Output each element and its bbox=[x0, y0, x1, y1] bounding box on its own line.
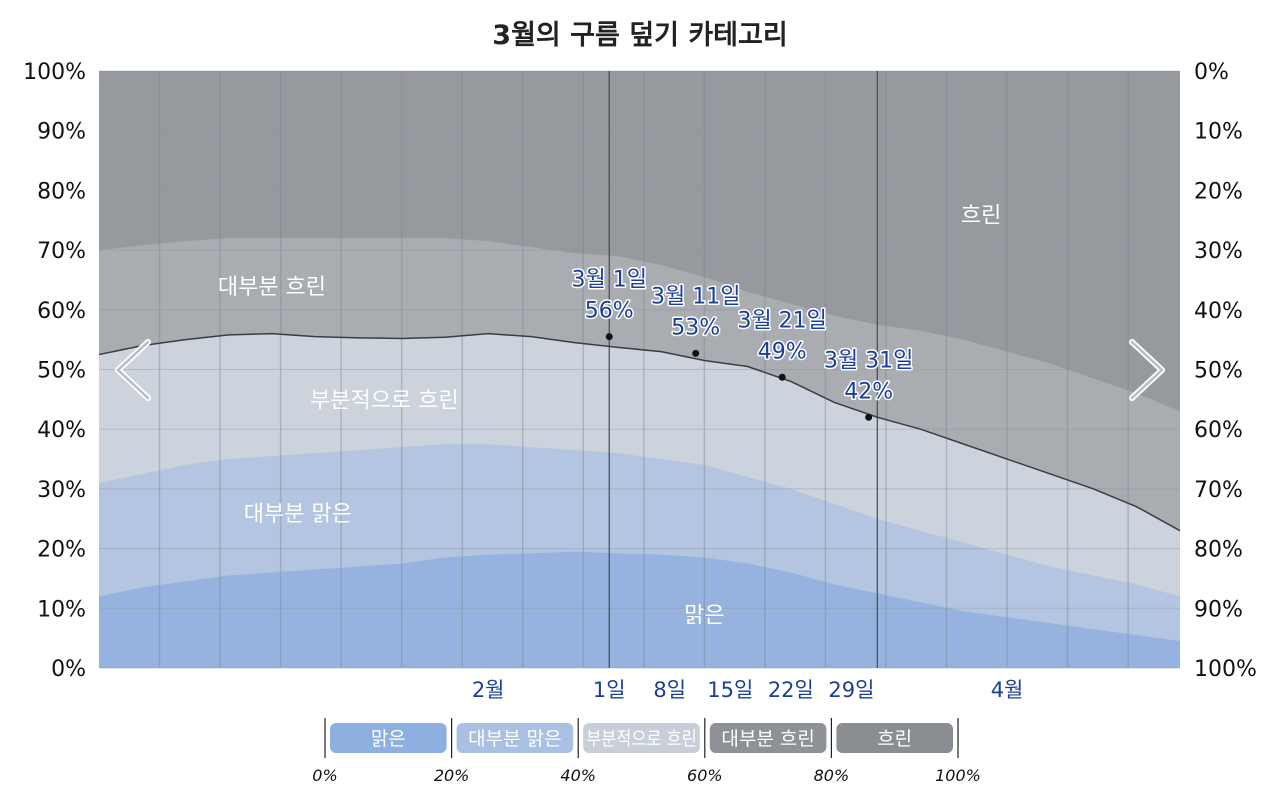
y-tick-label-left: 60% bbox=[37, 299, 86, 324]
legend: 0% 20% 40% 60% 80% 100% 맑은 대부분 맑은 부분적으로 흐린 대부분 흐린… bbox=[312, 718, 981, 785]
month-boundaries bbox=[608, 71, 878, 668]
legend-item-label: 대부분 흐린 bbox=[721, 728, 814, 750]
y-tick-label-left: 30% bbox=[37, 478, 86, 503]
legend-swatch bbox=[583, 723, 700, 753]
y-tick-label-left: 90% bbox=[37, 120, 86, 145]
boundary-line bbox=[98, 332, 1181, 532]
y-axis-right: 100% 90% 80% 70% 60% 50% 40% 30% 20% 10% 0% bbox=[1194, 60, 1257, 682]
y-tick-label-left: 20% bbox=[37, 538, 86, 563]
x-tick-label: 8일 bbox=[653, 678, 686, 702]
legend-swatch bbox=[709, 723, 827, 753]
y-tick-label-right: 100% bbox=[1194, 657, 1257, 682]
y-tick-label-left: 10% bbox=[37, 597, 86, 622]
legend-tick-label: 80% bbox=[814, 766, 850, 785]
region-label: 흐린 bbox=[961, 203, 1001, 228]
y-tick-label-left: 100% bbox=[23, 60, 86, 85]
annotation-value: 42% bbox=[844, 379, 893, 404]
legend-item-label: 맑은 bbox=[371, 728, 406, 750]
x-tick-label: 29일 bbox=[828, 678, 874, 702]
y-tick-label-left: 70% bbox=[37, 239, 86, 264]
annotation-date: 3월 21일 bbox=[737, 308, 826, 333]
y-tick-label-left: 50% bbox=[37, 359, 86, 384]
region-label: 맑은 bbox=[684, 603, 724, 628]
y-tick-label-right: 50% bbox=[1194, 359, 1243, 384]
region-label: 대부분 흐린 bbox=[218, 275, 326, 300]
annotation-value: 53% bbox=[671, 315, 720, 340]
annotation-point bbox=[865, 413, 873, 421]
x-axis: 2월 1일 8일 15일 22일 29일 4월 bbox=[472, 678, 1024, 702]
legend-tick-label: 100% bbox=[935, 766, 981, 785]
annotation-point bbox=[778, 373, 786, 381]
next-arrow-icon[interactable] bbox=[1129, 339, 1165, 401]
legend-swatch bbox=[456, 723, 574, 753]
legend-tick-label: 20% bbox=[434, 766, 470, 785]
legend-tick-label: 60% bbox=[687, 766, 723, 785]
y-tick-label-right: 60% bbox=[1194, 418, 1243, 443]
y-tick-label-left: 80% bbox=[37, 179, 86, 204]
legend-swatch bbox=[330, 723, 447, 753]
x-tick-label: 2월 bbox=[472, 678, 505, 702]
y-tick-label-left: 40% bbox=[37, 418, 86, 443]
y-tick-label-right: 90% bbox=[1194, 597, 1243, 622]
region-label: 대부분 맑은 bbox=[244, 502, 352, 527]
legend-item-label: 부분적으로 흐린 bbox=[586, 728, 697, 750]
annotation-date: 3월 1일 bbox=[571, 268, 646, 293]
annotations: 3월 1일 56% 3월 11일 53% 3월 21일 49% 3월 31일 42% bbox=[570, 266, 915, 421]
y-tick-label-right: 40% bbox=[1194, 299, 1243, 324]
legend-tick-label: 40% bbox=[560, 766, 596, 785]
legend-swatch bbox=[836, 723, 953, 753]
y-axis-left: 0% 10% 20% 30% 40% 50% 60% 70% 80% 90% 100% bbox=[23, 60, 86, 682]
legend-item-label: 대부분 맑은 bbox=[468, 728, 561, 750]
annotation-date: 3월 31일 bbox=[824, 348, 913, 373]
y-tick-label-right: 20% bbox=[1194, 179, 1243, 204]
prev-arrow-icon[interactable] bbox=[115, 339, 151, 401]
annotation-value: 49% bbox=[758, 339, 807, 364]
annotation-date: 3월 11일 bbox=[651, 284, 740, 309]
x-tick-label: 1일 bbox=[593, 678, 626, 702]
partly-cloudy-boundary-line bbox=[98, 332, 1181, 532]
x-tick-label: 4월 bbox=[991, 678, 1024, 702]
y-tick-label-right: 70% bbox=[1194, 478, 1243, 503]
legend-tick-label: 0% bbox=[312, 766, 337, 785]
area-layers bbox=[99, 71, 1180, 668]
annotation-value: 56% bbox=[585, 299, 634, 324]
chart-title: 3월의 구름 덮기 카테고리 bbox=[492, 20, 787, 51]
y-tick-label-right: 30% bbox=[1194, 239, 1243, 264]
area-0 bbox=[99, 551, 1180, 668]
legend-item-label: 흐린 bbox=[877, 728, 912, 750]
annotation-point bbox=[692, 349, 700, 357]
y-tick-label-right: 80% bbox=[1194, 538, 1243, 563]
annotation-point bbox=[605, 333, 613, 341]
gridlines bbox=[99, 70, 1180, 669]
x-tick-label: 22일 bbox=[768, 678, 814, 702]
y-tick-label-right: 10% bbox=[1194, 120, 1243, 145]
x-tick-label: 15일 bbox=[707, 678, 753, 702]
region-label: 부분적으로 흐린 bbox=[310, 388, 459, 413]
y-tick-label-right: 0% bbox=[1194, 60, 1229, 85]
y-tick-label-left: 0% bbox=[51, 657, 86, 682]
